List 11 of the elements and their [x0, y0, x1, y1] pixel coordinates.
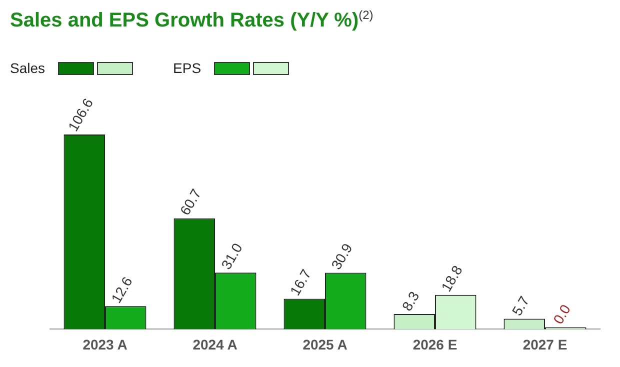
chart-title: Sales and EPS Growth Rates (Y/Y %)$^{(2)}$ [10, 8, 374, 33]
data-label: 5.7 [508, 293, 532, 318]
data-label: 8.3 [398, 288, 422, 314]
legend-label: Sales [10, 60, 46, 76]
x-tick-label: 2023 A [82, 336, 128, 352]
x-tick-label: 2026 E [412, 336, 458, 352]
data-label: 0.0 [550, 302, 574, 327]
legend-label: EPS [173, 60, 202, 76]
x-tick-label: 2024 A [192, 336, 238, 352]
x-tick-label: 2027 E [522, 336, 568, 352]
x-tick-label: 2025 A [302, 336, 348, 352]
